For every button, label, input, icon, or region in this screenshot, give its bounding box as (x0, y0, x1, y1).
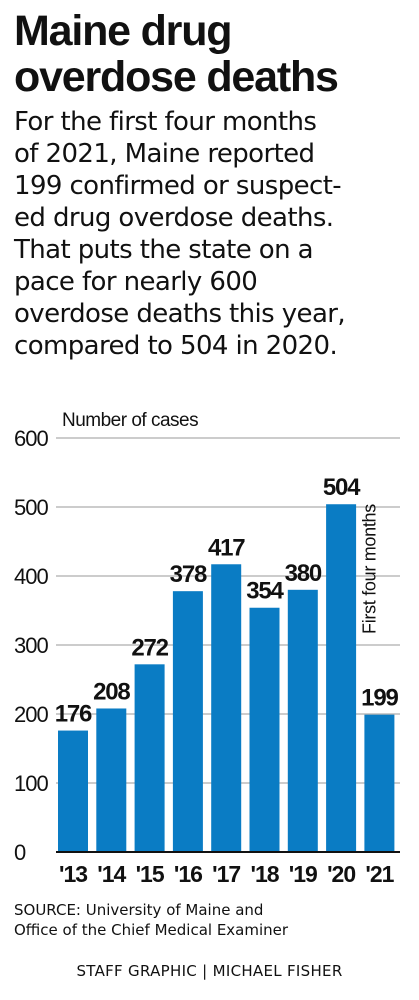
data-label: 378 (170, 561, 207, 588)
x-tick-label: '14 (97, 861, 126, 887)
title-line-2: overdose deaths (14, 53, 339, 101)
description-line: ed drug overdose deaths. (14, 203, 334, 233)
y-tick-label: 200 (14, 702, 48, 727)
bar-chart: 0 100 200 300 400 500 600 Number of cases 176 '13… (14, 410, 400, 887)
y-axis-label: Number of cases (62, 410, 198, 431)
credit-author: MICHAEL FISHER (212, 962, 343, 980)
source-note: SOURCE: University of Maine and Office o… (14, 900, 414, 940)
credit-separator: | (202, 962, 208, 980)
y-tick-label: 0 (14, 840, 26, 865)
data-label: 417 (208, 534, 245, 561)
bar (249, 607, 280, 852)
bar (172, 591, 203, 852)
description-line: That puts the state on a (14, 235, 314, 265)
data-label: 176 (55, 701, 92, 728)
x-tick-label: '16 (174, 861, 202, 887)
description-line: of 2021, Maine reported (14, 139, 315, 169)
y-tick-label: 300 (14, 633, 48, 658)
annotation-label: First four months (359, 504, 379, 634)
title-line-1: Maine drug (14, 7, 233, 55)
x-tick-label: '13 (59, 861, 87, 887)
description-line: For the first four months (14, 107, 317, 137)
bar (58, 730, 88, 852)
bar (96, 708, 127, 852)
x-tick-label: '21 (365, 861, 394, 887)
source-line-2: Office of the Chief Medical Examiner (14, 921, 289, 939)
x-tick-label: '15 (136, 861, 165, 887)
credit-staff: STAFF GRAPHIC (76, 962, 198, 980)
y-tick-label: 600 (14, 426, 48, 451)
x-tick-label: '20 (327, 861, 355, 887)
chart-description: For the first four months of 2021, Maine… (14, 106, 416, 362)
description-line: overdose deaths this year, (14, 299, 346, 329)
bar (211, 564, 242, 852)
y-tick-label: 400 (14, 564, 48, 589)
x-tick-label: '19 (289, 861, 317, 887)
y-tick-label: 500 (14, 495, 48, 520)
data-label: 354 (246, 578, 284, 605)
data-label: 504 (323, 474, 361, 501)
chart-title: Maine drug overdose deaths (14, 8, 414, 100)
data-label: 380 (285, 560, 322, 587)
bar (134, 664, 165, 852)
source-line-1: SOURCE: University of Maine and (14, 901, 264, 919)
credit-line: STAFF GRAPHIC | MICHAEL FISHER (0, 962, 419, 980)
data-label: 199 (361, 685, 398, 712)
bar (364, 714, 395, 852)
description-line: 199 confirmed or suspect- (14, 171, 342, 201)
y-tick-label: 100 (14, 771, 48, 796)
data-label: 208 (93, 678, 130, 705)
bar (326, 504, 357, 852)
description-line: compared to 504 in 2020. (14, 331, 338, 361)
description-line: pace for nearly 600 (14, 267, 258, 297)
x-tick-label: '18 (250, 861, 279, 887)
data-label: 272 (131, 634, 168, 661)
bar (287, 589, 318, 852)
x-tick-label: '17 (212, 861, 240, 887)
